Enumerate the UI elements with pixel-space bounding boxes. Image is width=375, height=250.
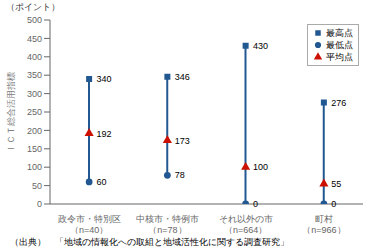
svg-text:350: 350 <box>27 70 42 80</box>
svg-text:340: 340 <box>97 74 112 84</box>
svg-text:100: 100 <box>253 162 268 172</box>
svg-text:ＩＣＴ総合活用指標: ＩＣＴ総合活用指標 <box>8 72 16 153</box>
svg-text:192: 192 <box>97 129 112 139</box>
svg-text:173: 173 <box>175 136 190 146</box>
svg-text:300: 300 <box>27 89 42 99</box>
svg-text:0: 0 <box>253 199 258 209</box>
svg-text:276: 276 <box>331 98 346 108</box>
svg-text:0: 0 <box>331 199 336 209</box>
svg-text:150: 150 <box>27 144 42 154</box>
svg-text:政令市・特別区（n=40）: 政令市・特別区（n=40） <box>58 214 121 234</box>
svg-text:中核市・特例市（n=78）: 中核市・特例市（n=78） <box>136 214 199 234</box>
svg-text:0: 0 <box>37 199 42 209</box>
html-text:（ポイント）: （ポイント） <box>6 2 60 12</box>
svg-text:100: 100 <box>27 162 42 172</box>
svg-text:78: 78 <box>175 170 185 180</box>
svg-text:200: 200 <box>27 126 42 136</box>
svg-text:450: 450 <box>27 34 42 44</box>
html-text:最低点: 最低点 <box>326 40 353 50</box>
html-text:（出典） 「地域の情報化への取組と地域活性化に関する調査研究: （出典） 「地域の情報化への取組と地域活性化に関する調査研究」 <box>10 237 289 247</box>
html-text:最高点: 最高点 <box>326 28 353 38</box>
svg-text:250: 250 <box>27 107 42 117</box>
svg-text:346: 346 <box>175 72 190 82</box>
svg-text:500: 500 <box>27 15 42 25</box>
svg-text:55: 55 <box>331 179 341 189</box>
svg-text:町村（n=966）: 町村（n=966） <box>302 214 345 234</box>
svg-text:50: 50 <box>32 181 42 191</box>
svg-text:それ以外の市（n=664）: それ以外の市（n=664） <box>219 214 273 234</box>
svg-text:400: 400 <box>27 52 42 62</box>
html-text:平均点: 平均点 <box>326 52 353 62</box>
svg-text:60: 60 <box>97 177 107 187</box>
svg-text:430: 430 <box>253 41 268 51</box>
